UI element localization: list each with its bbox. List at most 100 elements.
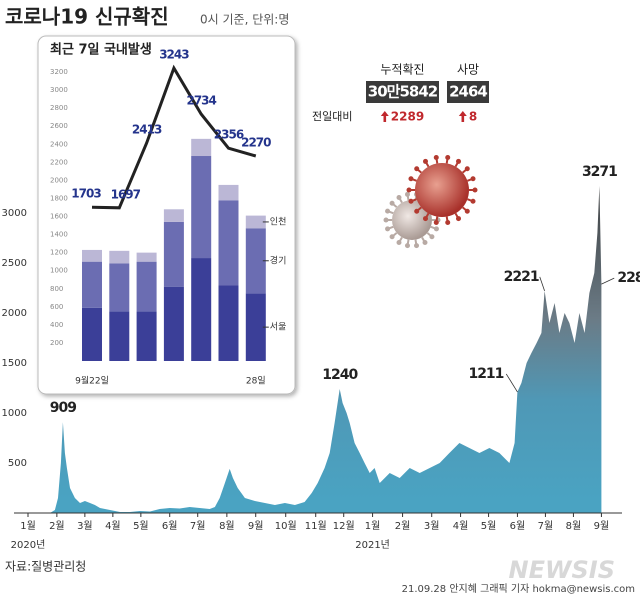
inset-chart: 최근 7일 국내발생 200 400 600 800 1000 1200 1400 1600 18… bbox=[50, 42, 286, 387]
virus-spike-head bbox=[389, 234, 395, 240]
legend-label: 경기 bbox=[270, 254, 287, 266]
inset-y-tick-label: 2400 bbox=[50, 140, 68, 148]
x-tick-label: 3월 bbox=[424, 520, 440, 532]
line-label: 2413 bbox=[132, 123, 162, 137]
bar-segment bbox=[109, 311, 130, 361]
virus-spike-head bbox=[423, 216, 428, 222]
y-tick-label: 1000 bbox=[2, 408, 27, 419]
bar-segment bbox=[245, 293, 266, 361]
x-tick-label: 7월 bbox=[538, 520, 554, 532]
stats-panel: 전일대비 누적확진 30만5842 2289 사망 2464 8 bbox=[312, 63, 489, 124]
virus-spike-head bbox=[404, 191, 410, 197]
x-tick-label: 2월 bbox=[49, 520, 65, 532]
inset-y-tick-label: 1800 bbox=[50, 194, 68, 202]
x-tick-label: 6월 bbox=[510, 520, 526, 532]
credit: 21.09.28 안지혜 그래픽 기자 hokma@newsis.com bbox=[402, 583, 635, 595]
bar-segment bbox=[191, 258, 212, 361]
virus-spike-head bbox=[470, 176, 476, 182]
inset-y-tick-label: 800 bbox=[50, 285, 63, 293]
inset-y-tick-label: 2200 bbox=[50, 158, 68, 166]
inset-y-tick-label: 3200 bbox=[50, 68, 68, 76]
subtitle: 0시 기준, 단위:명 bbox=[200, 13, 289, 27]
inset-y-tick-label: 1000 bbox=[50, 267, 68, 275]
annotation: 1240 bbox=[322, 367, 358, 383]
virus-spike-head bbox=[445, 155, 451, 161]
x-tick-label: 8월 bbox=[566, 520, 582, 532]
y-tick-label: 3000 bbox=[2, 208, 27, 219]
x-tick-label: 3월 bbox=[77, 520, 93, 532]
bar-segment bbox=[163, 286, 184, 361]
total-line bbox=[91, 64, 257, 210]
inset-y-tick-label: 2000 bbox=[50, 176, 68, 184]
annotation: 909 bbox=[50, 400, 76, 416]
change-label: 전일대비 bbox=[312, 109, 352, 123]
virus-spike-head bbox=[408, 176, 414, 182]
bar-segment bbox=[191, 156, 212, 259]
inset-y-tick-label: 3000 bbox=[50, 86, 68, 94]
inset-y-tick-label: 200 bbox=[50, 339, 63, 347]
annotation-leader bbox=[601, 277, 615, 285]
annotation: 2221 bbox=[504, 269, 539, 285]
virus-spike-head bbox=[456, 158, 461, 164]
x-tick-label: 4월 bbox=[453, 520, 469, 532]
bar-segment bbox=[163, 209, 184, 222]
legend-label: 인천 bbox=[270, 216, 287, 227]
virus-spike-head bbox=[456, 216, 461, 222]
virus-spike-head bbox=[396, 194, 402, 200]
title: 코로나19 신규확진 bbox=[5, 5, 169, 29]
year-label: 2021년 bbox=[355, 539, 390, 551]
bar-segment bbox=[218, 285, 239, 361]
x-tick-label: 9월 bbox=[248, 520, 264, 532]
line-label: 2734 bbox=[186, 94, 216, 108]
bar-segment bbox=[218, 184, 239, 201]
area bbox=[14, 185, 602, 513]
annotation-leader bbox=[539, 276, 545, 292]
virus-spike-head bbox=[396, 240, 402, 246]
inset-y-tick-label: 2800 bbox=[50, 104, 68, 112]
bar-segment bbox=[245, 215, 266, 229]
virus-spike-head bbox=[414, 166, 420, 172]
virus-spike-head bbox=[472, 187, 478, 193]
inset-y-tick-label: 2600 bbox=[50, 122, 68, 130]
annotation-leader bbox=[505, 373, 518, 393]
inset-y-tick-label: 400 bbox=[50, 321, 63, 329]
x-tick-label: 2월 bbox=[395, 520, 411, 532]
virus-spike-head bbox=[422, 240, 428, 246]
bar-segment bbox=[82, 307, 102, 361]
virus-spike-head bbox=[464, 208, 470, 214]
source: 자료:질병관리청 bbox=[5, 560, 86, 574]
watermark: NEWSIS bbox=[509, 556, 615, 584]
inset-y-tick-label: 1200 bbox=[50, 249, 68, 257]
main-chart: 500 1000 1500 2000 2500 3000 1월 2월 3월 4월 5월 6월 7월 8월 9… bbox=[2, 164, 640, 551]
up-arrow bbox=[458, 111, 467, 122]
bar-segment bbox=[109, 250, 130, 264]
annotation: 1211 bbox=[468, 366, 503, 382]
bar-segment bbox=[82, 249, 102, 262]
inset-x-tick-label: 28일 bbox=[246, 376, 266, 387]
annotation: 3271 bbox=[582, 164, 617, 180]
bar-segment bbox=[136, 311, 157, 361]
line-label: 1703 bbox=[71, 187, 101, 201]
bar-segment bbox=[109, 263, 130, 312]
x-tick-label: 4월 bbox=[105, 520, 121, 532]
stat-value: 2464 bbox=[449, 83, 487, 101]
stat-change: 8 bbox=[469, 110, 477, 124]
virus-spike-head bbox=[433, 226, 439, 232]
bar-segment bbox=[218, 200, 239, 286]
stat-box bbox=[447, 81, 489, 103]
virus-spike-head bbox=[408, 198, 414, 204]
bar-segment bbox=[136, 261, 157, 312]
bar-segment bbox=[82, 261, 102, 308]
virus-spike-head bbox=[406, 187, 412, 193]
year-label: 2020년 bbox=[11, 539, 46, 551]
virus-spike-head bbox=[414, 243, 420, 249]
stat-box bbox=[366, 81, 439, 103]
stat-label: 사망 bbox=[457, 63, 479, 77]
x-tick-label: 10월 bbox=[275, 520, 297, 532]
bar-segment bbox=[245, 228, 266, 294]
y-tick-label: 2500 bbox=[2, 258, 27, 269]
line-label: 1697 bbox=[111, 187, 141, 201]
virus-spike-head bbox=[383, 217, 389, 223]
bar-segment bbox=[191, 138, 212, 157]
